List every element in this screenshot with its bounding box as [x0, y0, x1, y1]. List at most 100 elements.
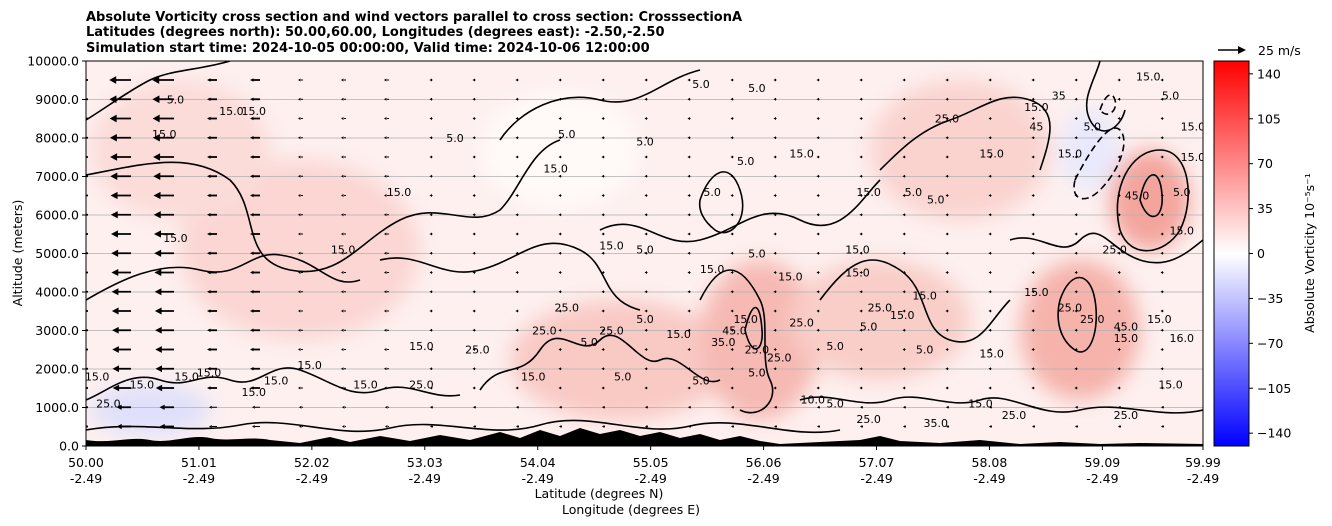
wind-vector: [250, 309, 260, 313]
contour-label: 15.0: [789, 147, 814, 160]
y-tick-label: 8000.0: [35, 131, 79, 146]
wind-vector: [644, 213, 648, 217]
wind-vector: [429, 97, 433, 101]
contour-label: 5.0: [636, 136, 654, 149]
wind-vector: [859, 251, 863, 255]
wind-vector: [298, 78, 303, 82]
wind-vector: [1160, 97, 1164, 101]
wind-vector: [86, 79, 88, 81]
contour-label: 5.0: [916, 344, 934, 357]
wind-vector: [644, 232, 648, 236]
wind-vector: [1160, 386, 1164, 390]
wind-vector: [155, 346, 174, 353]
wind-vector: [429, 155, 433, 159]
wind-vector: [1032, 425, 1035, 428]
wind-vector: [341, 328, 346, 332]
vorticity-patch: [90, 385, 210, 435]
wind-vector: [859, 290, 863, 294]
wind-vector: [988, 97, 992, 101]
wind-vector: [1117, 290, 1121, 294]
contour-label: 15.0: [845, 244, 870, 257]
x-axis: 50.00-2.4951.01-2.4952.02-2.4953.03-2.49…: [68, 446, 1221, 486]
wind-vector: [730, 78, 734, 82]
wind-vector: [152, 133, 174, 142]
wind-vector: [601, 328, 605, 332]
contour-label: 25.0: [1080, 313, 1105, 326]
wind-vector: [207, 116, 217, 121]
wind-vector: [252, 405, 260, 409]
contour-label: 25.0: [1102, 244, 1127, 257]
wind-vector: [341, 78, 346, 82]
wind-vector: [250, 174, 260, 179]
wind-vector: [860, 405, 863, 409]
wind-vector: [1160, 117, 1164, 120]
wind-vector: [602, 405, 605, 409]
wind-vector: [988, 78, 992, 82]
y-tick-label: 10000.0: [27, 54, 79, 69]
contour-label: 15.0: [912, 290, 937, 303]
wind-vector: [558, 251, 562, 255]
quiver-key-label: 25 m/s: [1258, 43, 1301, 58]
wind-vector: [988, 348, 992, 351]
contour-line: [86, 139, 561, 273]
wind-vector: [902, 174, 906, 178]
contour-label: 15.0: [163, 232, 188, 245]
x-tick-label-longitude: -2.49: [747, 471, 779, 486]
wind-vector: [472, 174, 476, 178]
wind-vector: [859, 367, 863, 371]
contour-label: 25.0: [789, 317, 814, 330]
wind-vector: [1118, 425, 1121, 428]
colorbar-gradient: [1213, 60, 1250, 447]
contour-label: 15.0: [331, 244, 356, 257]
wind-vector: [298, 97, 303, 101]
wind-vector: [1074, 194, 1078, 197]
wind-vector: [1117, 328, 1121, 332]
wind-vector: [1031, 97, 1035, 101]
wind-vector: [1160, 290, 1164, 294]
x-tick-label-longitude: -2.49: [522, 471, 554, 486]
wind-vector: [988, 367, 992, 371]
wind-vector: [773, 290, 777, 294]
wind-vector: [988, 213, 992, 217]
wind-vector: [945, 348, 949, 351]
contour-label: 5.0: [703, 186, 721, 199]
wind-vector: [207, 78, 217, 82]
wind-vector: [430, 425, 433, 428]
wind-vector: [472, 213, 476, 217]
wind-vector: [429, 367, 433, 371]
wind-vector: [298, 367, 303, 371]
x-tick-label-longitude: -2.49: [296, 471, 328, 486]
wind-vector: [687, 309, 691, 313]
wind-vector: [945, 328, 949, 332]
wind-vector: [207, 309, 217, 313]
wind-vector: [816, 97, 820, 101]
wind-vector: [384, 251, 389, 255]
wind-vector: [472, 251, 476, 255]
wind-vector: [472, 271, 476, 274]
wind-vector: [250, 251, 260, 256]
wind-vector: [341, 194, 346, 197]
wind-vector: [559, 425, 562, 428]
wind-vector: [601, 78, 605, 82]
vorticity-patch: [480, 90, 640, 210]
wind-vector: [1117, 386, 1121, 390]
wind-vector: [773, 251, 777, 255]
contour-label: 15.0: [1136, 70, 1161, 83]
contour-label: 16.0: [1170, 332, 1195, 345]
wind-vector: [816, 136, 820, 140]
wind-vector: [384, 78, 389, 82]
wind-vector: [1160, 328, 1164, 332]
wind-vector: [945, 117, 949, 120]
wind-vector: [644, 271, 648, 274]
contour-line: [1073, 127, 1125, 200]
wind-vector: [110, 153, 131, 161]
wind-vector: [250, 212, 260, 217]
wind-vector: [299, 425, 303, 428]
wind-vector: [730, 194, 734, 197]
wind-vector: [558, 117, 562, 120]
x-tick-label-longitude: -2.49: [973, 471, 1005, 486]
wind-vector: [207, 270, 217, 275]
wind-vector: [687, 386, 691, 390]
contour-label: 15.0: [1058, 147, 1083, 160]
wind-vector: [155, 326, 174, 334]
